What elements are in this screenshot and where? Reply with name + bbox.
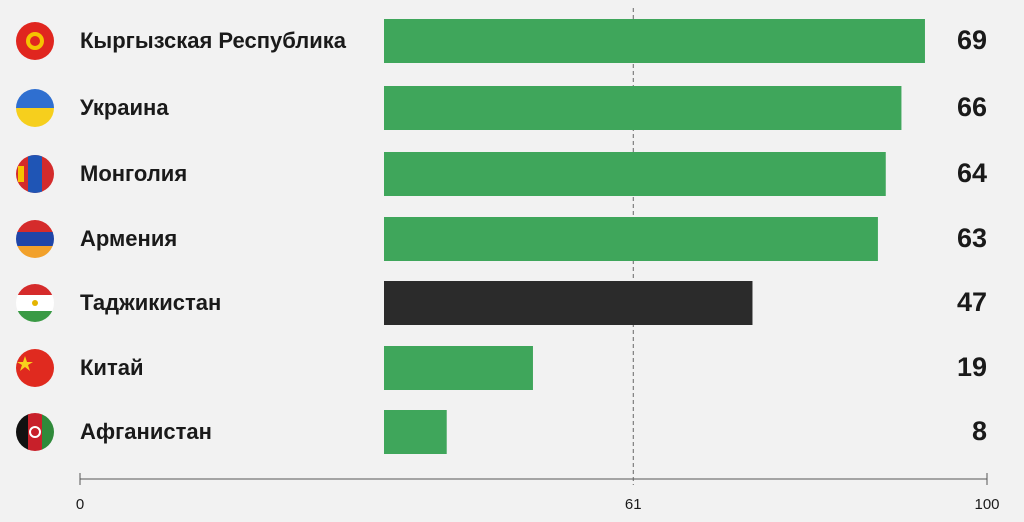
category-label: Афганистан	[80, 419, 212, 444]
value-label: 47	[957, 287, 987, 317]
category-label: Украина	[80, 95, 169, 120]
flag	[16, 22, 54, 60]
category-label: Армения	[80, 226, 177, 251]
bar	[384, 19, 925, 63]
value-label: 8	[972, 416, 987, 446]
category-label: Кыргызская Республика	[80, 28, 347, 53]
bar	[384, 346, 533, 390]
flags	[16, 22, 54, 451]
category-label: Таджикистан	[80, 290, 221, 315]
value-label: 19	[957, 352, 987, 382]
value-label: 69	[957, 25, 987, 55]
bar	[384, 281, 753, 325]
bar	[384, 86, 902, 130]
x-tick-label: 61	[625, 496, 642, 513]
flag	[16, 284, 54, 322]
flag	[16, 155, 54, 193]
x-tick-label: 0	[76, 496, 84, 513]
bar	[384, 152, 886, 196]
value-label: 63	[957, 223, 987, 253]
bar	[384, 410, 447, 454]
flag	[16, 413, 54, 451]
value-label: 64	[957, 158, 987, 188]
category-label: Монголия	[80, 161, 187, 186]
value-label: 66	[957, 92, 987, 122]
category-label: Китай	[80, 355, 144, 380]
x-tick-label: 100	[974, 496, 999, 513]
flag	[16, 220, 54, 258]
flag	[16, 349, 54, 387]
bar	[384, 217, 878, 261]
flag	[16, 89, 54, 127]
